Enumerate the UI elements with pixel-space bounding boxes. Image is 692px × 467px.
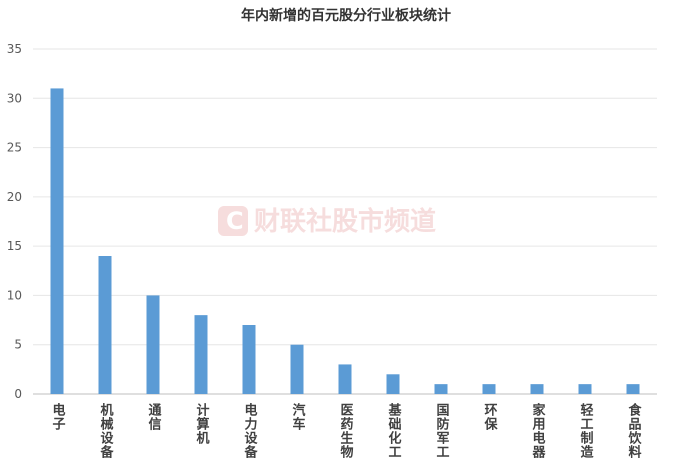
bar bbox=[290, 344, 304, 394]
bar bbox=[50, 88, 64, 394]
x-tick-label: 国防军工 bbox=[434, 403, 450, 459]
bar bbox=[98, 256, 112, 394]
y-tick-label: 0 bbox=[14, 387, 22, 401]
bar bbox=[626, 384, 640, 394]
bar bbox=[482, 384, 496, 394]
bar bbox=[338, 364, 352, 394]
bar bbox=[578, 384, 592, 394]
x-tick-label: 电子 bbox=[50, 402, 66, 431]
y-tick-label: 5 bbox=[14, 338, 22, 352]
bar bbox=[434, 384, 448, 394]
x-tick-label: 计算机 bbox=[194, 402, 210, 445]
x-tick-label: 医药生物 bbox=[338, 403, 354, 459]
x-tick-label: 电力设备 bbox=[242, 402, 259, 459]
x-tick-label: 轻工制造 bbox=[578, 402, 594, 459]
x-tick-label: 环保 bbox=[482, 403, 499, 431]
y-tick-label: 20 bbox=[7, 190, 22, 204]
chart-title: 年内新增的百元股分行业板块统计 bbox=[241, 7, 451, 24]
y-tick-label: 35 bbox=[7, 42, 22, 56]
x-tick-label: 通信 bbox=[146, 402, 162, 431]
x-tick-label: 机械设备 bbox=[98, 402, 115, 459]
bar bbox=[242, 325, 256, 394]
x-tick-label: 食品饮料 bbox=[626, 402, 643, 459]
y-tick-label: 25 bbox=[7, 141, 22, 155]
y-tick-label: 30 bbox=[7, 91, 22, 105]
x-tick-label: 基础化工 bbox=[386, 402, 403, 459]
watermark-logo bbox=[218, 206, 248, 236]
bar bbox=[194, 315, 208, 394]
x-tick-label: 家用电器 bbox=[530, 402, 547, 459]
bar bbox=[146, 295, 160, 394]
bar bbox=[386, 374, 400, 394]
watermark: C 财联社股市频道 bbox=[218, 206, 436, 237]
x-tick-label: 汽车 bbox=[290, 402, 306, 431]
y-tick-label: 15 bbox=[7, 239, 22, 253]
bar bbox=[530, 384, 544, 394]
watermark-logo-letter: C bbox=[226, 207, 244, 235]
watermark-text: 财联社股市频道 bbox=[254, 206, 436, 237]
y-tick-label: 10 bbox=[7, 288, 22, 302]
